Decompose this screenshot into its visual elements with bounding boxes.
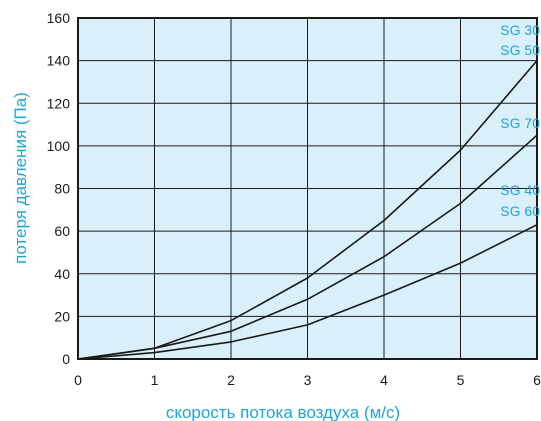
y-tick-label-3: 60 (54, 223, 70, 239)
series-line-2 (77, 223, 538, 360)
series-annotation-sg70: SG 70 (500, 115, 540, 131)
y-tick-label-4: 80 (54, 181, 70, 197)
series-line-1 (77, 134, 538, 360)
series-annotation-sg50: SG 50 (500, 42, 540, 58)
y-tick-label-7: 140 (47, 53, 71, 69)
x-tick-label-6: 6 (533, 372, 541, 388)
x-tick-label-2: 2 (227, 372, 235, 388)
x-axis-title: скорость потока воздуха (м/с) (166, 403, 400, 421)
y-tick-label-5: 100 (47, 138, 71, 154)
y-tick-label-6: 120 (47, 95, 71, 111)
series-annotation-sg40: SG 40 (500, 182, 540, 198)
series-annotation-sg60: SG 60 (500, 203, 540, 219)
x-tick-label-3: 3 (304, 372, 312, 388)
x-tick-label-5: 5 (457, 372, 465, 388)
series-annotation-sg30: SG 30 (500, 22, 540, 38)
y-tick-label-1: 20 (54, 308, 70, 324)
y-tick-label-2: 40 (54, 266, 70, 282)
y-tick-labels: 0 20 40 60 80 100 120 140 160 (47, 10, 71, 367)
y-tick-label-0: 0 (62, 351, 70, 367)
y-axis-title: потеря давления (Па) (11, 92, 30, 264)
plot-frame (77, 17, 538, 360)
x-tick-labels: 0 1 2 3 4 5 6 (74, 372, 541, 388)
x-tick-label-1: 1 (151, 372, 159, 388)
x-tick-label-4: 4 (380, 372, 388, 388)
y-tick-label-8: 160 (47, 10, 71, 26)
grid-lines (78, 18, 537, 359)
x-tick-label-0: 0 (74, 372, 82, 388)
series-lines (77, 60, 538, 360)
